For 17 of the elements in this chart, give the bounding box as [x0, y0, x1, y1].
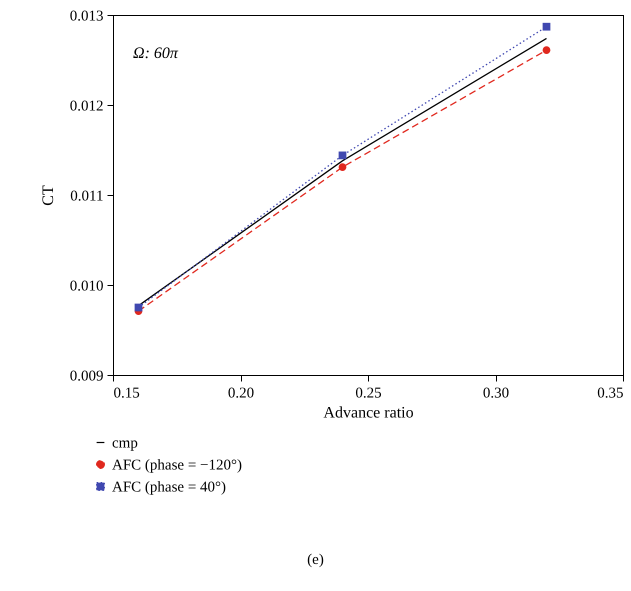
y-tick-label: 0.009	[70, 368, 104, 384]
x-tick-label: 0.25	[355, 386, 382, 402]
y-tick-label: 0.010	[70, 278, 104, 294]
y-tick-label: 0.013	[70, 8, 104, 24]
x-axis-title: Advance ratio	[323, 404, 414, 422]
legend-label: cmp	[112, 436, 138, 452]
annotation: Ω: 60π	[133, 45, 179, 62]
y-tick-label: 0.011	[70, 188, 104, 204]
x-tick-label: 0.35	[597, 386, 624, 402]
y-tick-label: 0.012	[70, 98, 104, 114]
legend-label: AFC (phase = −120°)	[112, 458, 242, 474]
x-tick-label: 0.15	[114, 386, 140, 402]
x-tick-label: 0.20	[228, 386, 254, 402]
legend-label: AFC (phase = 40°)	[112, 480, 226, 496]
x-tick-label: 0.30	[482, 386, 510, 402]
y-axis-title: CT	[40, 185, 57, 206]
text: (e)	[306, 552, 325, 569]
